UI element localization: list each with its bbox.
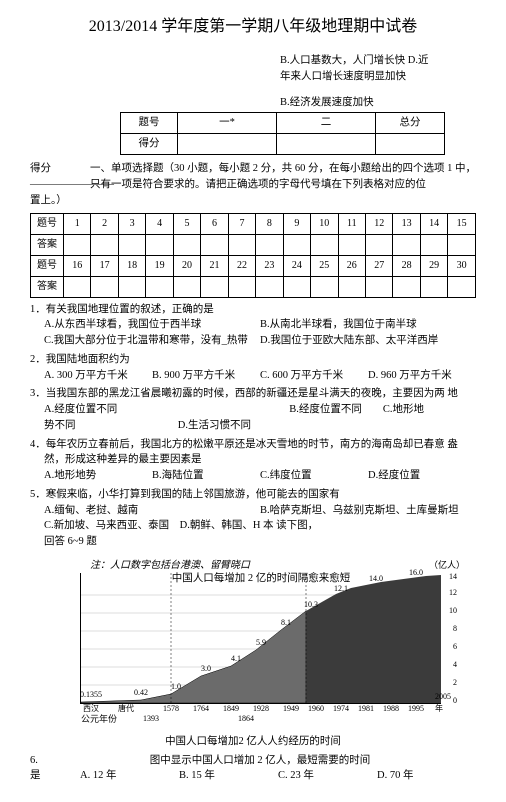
score-r2c1: 得分 xyxy=(121,134,178,155)
score-th3: 二 xyxy=(277,113,376,134)
ans-header2: 题号 xyxy=(31,255,64,276)
score-header-b: B.经济发展速度加快 xyxy=(280,95,476,111)
opt-b-line1: B.人口基数大，人门增长快 D.近 xyxy=(280,55,428,66)
q4-b: B.海陆位置 xyxy=(152,468,260,484)
q5-a: A.缅甸、老挝、越南 xyxy=(44,503,260,519)
q5-tail: 回答 6~9 题 xyxy=(44,534,476,550)
q6-a: A. 12 年 xyxy=(80,768,179,784)
q6-b: B. 15 年 xyxy=(179,768,278,784)
page-title: 2013/2014 学年度第一学期八年级地理期中试卷 xyxy=(30,15,476,39)
ans-answer2: 答案 xyxy=(31,276,64,297)
q3-line3b: D.生活习惯不同 xyxy=(178,418,476,434)
q2-c: C. 600 万平方千米 xyxy=(260,368,368,384)
q1-b: B.从南北半球看，我国位于南半球 xyxy=(260,317,476,333)
population-chart: 中国人口每增加 2 亿的时间隔愈来愈短 （亿人） 0 2 4 6 8 10 12… xyxy=(80,573,441,704)
q1-d: D.我国位于亚欧大陆东部、太平洋西岸 xyxy=(260,333,476,349)
q2: 2．我国陆地面积约为 A. 300 万平方千米 B. 900 万平方千米 C. … xyxy=(30,352,476,384)
q2-a: A. 300 万平方千米 xyxy=(44,368,152,384)
q6-d: D. 70 年 xyxy=(377,768,476,784)
answer-table: 题号 123456789101112131415 答案 题号 161718192… xyxy=(30,213,476,298)
q1-c: C.我国大部分位于北温带和寒带，没有_热带 xyxy=(44,333,260,349)
q4-d: D.经度位置 xyxy=(368,468,476,484)
option-text-right: B.人口基数大，人门增长快 D.近 年来人口增长速度明显加快 xyxy=(280,53,476,85)
q6-num: 6. xyxy=(30,753,44,769)
q5-b: B.哈萨克斯坦、乌兹别克斯坦、土库曼斯坦 xyxy=(260,503,476,519)
q3: 3．当我国东部的黑龙江省晨曦初露的时候，西部的新疆还是星斗满天的夜晚，主要因为两… xyxy=(30,386,476,433)
q3-tail: B.经度位置不同 C.地形地 xyxy=(289,402,476,418)
chart-subtitle: 中国人口每增加2 亿人人约经历的时间 xyxy=(30,734,476,750)
q3-stem1: 3．当我国东部的黑龙江省晨曦初露的时候，西部的新疆还是星斗满天的夜晚，主要因为两… xyxy=(30,386,476,402)
q6-c: C. 23 年 xyxy=(278,768,377,784)
ans-answer1: 答案 xyxy=(31,234,64,255)
q2-stem: 2．我国陆地面积约为 xyxy=(30,352,476,368)
q4-stem2: 然，形成这种差异的最主要因素是 xyxy=(44,452,476,468)
score-r2c3 xyxy=(277,134,376,155)
q5: 5．寒假来临，小华打算到我国的陆上邻国旅游，他可能去的国家有 A.缅甸、老挝、越… xyxy=(30,487,476,550)
q2-b: B. 900 万平方千米 xyxy=(152,368,260,384)
section1-left1: 得分 xyxy=(30,163,51,174)
opt-b-line2: 年来人口增长速度明显加快 xyxy=(280,71,406,82)
chart-yunit: （亿人） xyxy=(429,559,465,573)
q1: 1．有关我国地理位置的叙述，正确的是 A.从东西半球看，我国位于西半球 B.从南… xyxy=(30,302,476,349)
ans-header1: 题号 xyxy=(31,213,64,234)
q4: 4．每年农历立春前后，我国北方的松嫩平原还是冰天雪地的时节，南方的海南岛却已春意… xyxy=(30,437,476,484)
q4-a: A.地形地势 xyxy=(44,468,152,484)
chart-xnote: 公元年份 xyxy=(81,713,117,727)
score-table: 题号 一* 二 总分 得分 xyxy=(120,112,445,155)
section1-text: 一、单项选择题（30 小题，每小题 2 分，共 60 分，在每小题给出的四个选项… xyxy=(90,161,476,193)
q1-a: A.从东西半球看，我国位于西半球 xyxy=(44,317,260,333)
q3-line3a: 势不同 xyxy=(44,418,178,434)
section1-header: 得分 ———————— 置上。） 一、单项选择题（30 小题，每小题 2 分，共… xyxy=(30,161,476,208)
score-th1: 题号 xyxy=(121,113,178,134)
q6-stem: 图中显示中国人口增加 2 亿人，最短需要的时间 xyxy=(44,753,476,769)
score-r2c2 xyxy=(178,134,277,155)
score-r2c4 xyxy=(376,134,445,155)
q3-line2a: A.经度位置不同 xyxy=(44,402,289,418)
q5-c: C.新加坡、马来西亚、泰国 D.朝鲜、韩国、H 本 读下图， xyxy=(44,518,476,534)
q4-c: C.纬度位置 xyxy=(260,468,368,484)
score-th4: 总分 xyxy=(376,113,445,134)
q1-stem: 1．有关我国地理位置的叙述，正确的是 xyxy=(30,302,476,318)
score-th2: 一* xyxy=(178,113,277,134)
q6-pre: 是 xyxy=(30,768,80,784)
section1-left3: 置上。） xyxy=(30,195,67,206)
q2-d: D. 960 万平方千米 xyxy=(368,368,476,384)
q6: 6. 图中显示中国人口增加 2 亿人，最短需要的时间 是 A. 12 年 B. … xyxy=(30,753,476,785)
q4-stem1: 4．每年农历立春前后，我国北方的松嫩平原还是冰天雪地的时节，南方的海南岛却已春意… xyxy=(30,437,476,453)
q5-stem: 5．寒假来临，小华打算到我国的陆上邻国旅游，他可能去的国家有 xyxy=(30,487,476,503)
